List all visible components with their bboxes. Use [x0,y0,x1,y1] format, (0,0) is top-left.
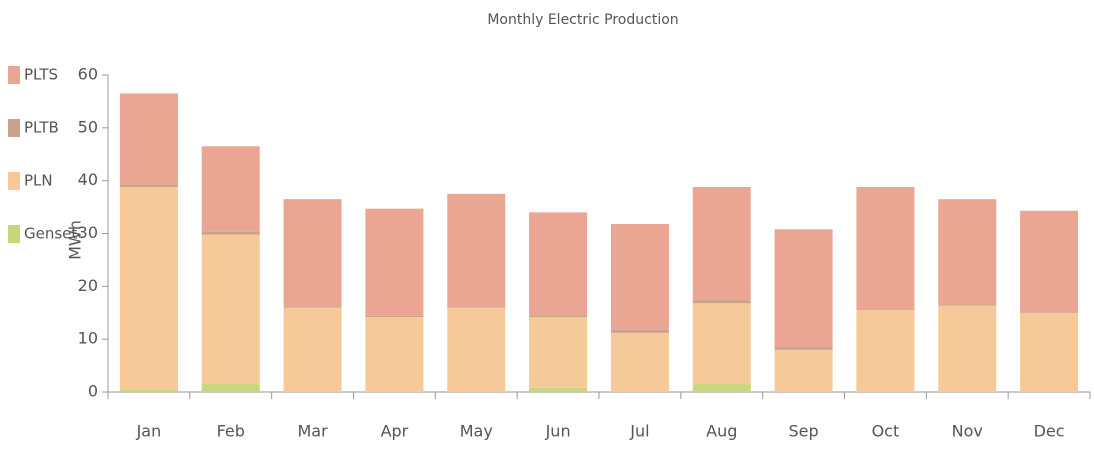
bar-segment [856,310,914,311]
bar-segment [693,384,751,392]
bar-segment [693,303,751,384]
x-tick-label: May [460,422,493,441]
legend-label[interactable]: PLTS [24,66,58,84]
bar-segment [120,93,178,184]
bar-segment [693,300,751,303]
y-tick-label: 10 [78,329,98,348]
bar-segment [856,310,914,392]
bar-segment [775,347,833,350]
legend-swatch[interactable] [8,225,20,243]
bar-segment [365,316,423,317]
bar-segment [120,187,178,389]
bar-segment [938,306,996,392]
chart: Monthly Electric Production MWh 01020304… [0,0,1094,451]
bar-segment [447,194,505,307]
x-tick-label: Sep [789,422,819,441]
bar-segment [284,307,342,392]
bar-segment [447,307,505,392]
bar-segment [284,199,342,306]
y-tick-label: 20 [78,276,98,295]
bar-segment [120,389,178,392]
bar-segment [938,199,996,305]
legend-label[interactable]: PLN [24,172,53,190]
chart-title: Monthly Electric Production [487,12,678,28]
bar-segment [611,224,669,330]
x-tick-label: Jun [545,422,571,441]
bar-segment [529,315,587,317]
bar-segment [1020,311,1078,313]
legend-swatch[interactable] [8,119,20,137]
x-tick-label: Mar [297,422,328,441]
y-tick-label: 50 [78,117,98,136]
x-tick-label: Dec [1034,422,1065,441]
bar-segment [365,209,423,316]
x-tick-label: Aug [706,422,737,441]
legend-label[interactable]: Genset [24,225,77,243]
bar-segment [693,187,751,300]
bar-segment [202,235,260,385]
bar-segment [365,317,423,392]
bar-segment [447,306,505,307]
y-tick-label: 0 [88,382,98,401]
x-tick-label: Jul [629,422,649,441]
x-tick-label: Nov [952,422,983,441]
bar-segment [856,187,914,310]
bar-segment [1020,313,1078,392]
bar-segment [775,350,833,392]
x-tick-label: Apr [381,422,409,441]
x-tick-label: Oct [872,422,900,441]
legend-swatch[interactable] [8,66,20,84]
bar-segment [1020,211,1078,311]
x-tick-label: Feb [217,422,245,441]
bar-segment [938,305,996,306]
y-tick-label: 30 [78,223,98,242]
bar-segment [202,384,260,392]
bar-segment [775,229,833,346]
x-tick-label: Jan [136,422,162,441]
bar-segment [202,232,260,235]
legend-label[interactable]: PLTB [24,119,59,137]
bar-segment [529,388,587,392]
bar-segment [120,184,178,187]
bar-segment [611,330,669,333]
y-tick-label: 40 [78,170,98,189]
y-tick-label: 60 [78,65,98,84]
bar-segment [611,333,669,392]
bar-segment [529,212,587,315]
bar-segment [529,317,587,388]
legend-swatch[interactable] [8,172,20,190]
bar-segment [284,306,342,307]
bar-segment [202,146,260,232]
